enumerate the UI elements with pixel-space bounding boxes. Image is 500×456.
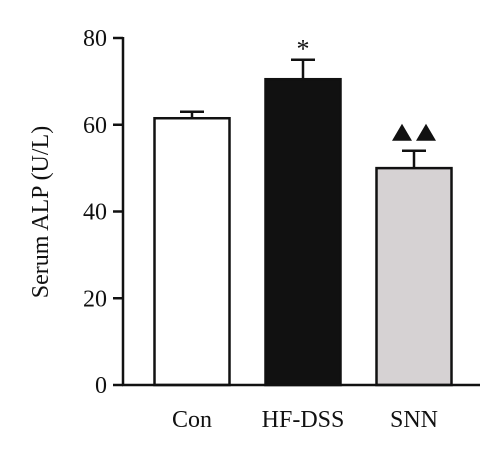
significance-marker: *	[297, 35, 310, 64]
y-axis: 0 20 40 60 80	[83, 26, 125, 399]
bar-hf-dss	[264, 77, 342, 387]
bar-con	[153, 116, 231, 387]
significance-triangle-icon	[392, 123, 412, 141]
x-axis: Con HF-DSS SNN	[122, 383, 480, 433]
x-category-label: HF-DSS	[262, 407, 345, 433]
y-axis-title: Serum ALP (U/L)	[28, 126, 54, 298]
bars: *	[153, 35, 453, 387]
significance-triangle-icon	[416, 123, 436, 141]
y-tick-label: 60	[83, 113, 107, 139]
y-tick-label: 40	[83, 200, 107, 226]
x-category-label: SNN	[390, 407, 438, 433]
y-tick-label: 0	[95, 373, 107, 399]
x-category-label: Con	[172, 407, 212, 433]
y-tick-label: 80	[83, 26, 107, 52]
bar-snn	[375, 166, 453, 387]
y-tick-label: 20	[83, 286, 107, 312]
